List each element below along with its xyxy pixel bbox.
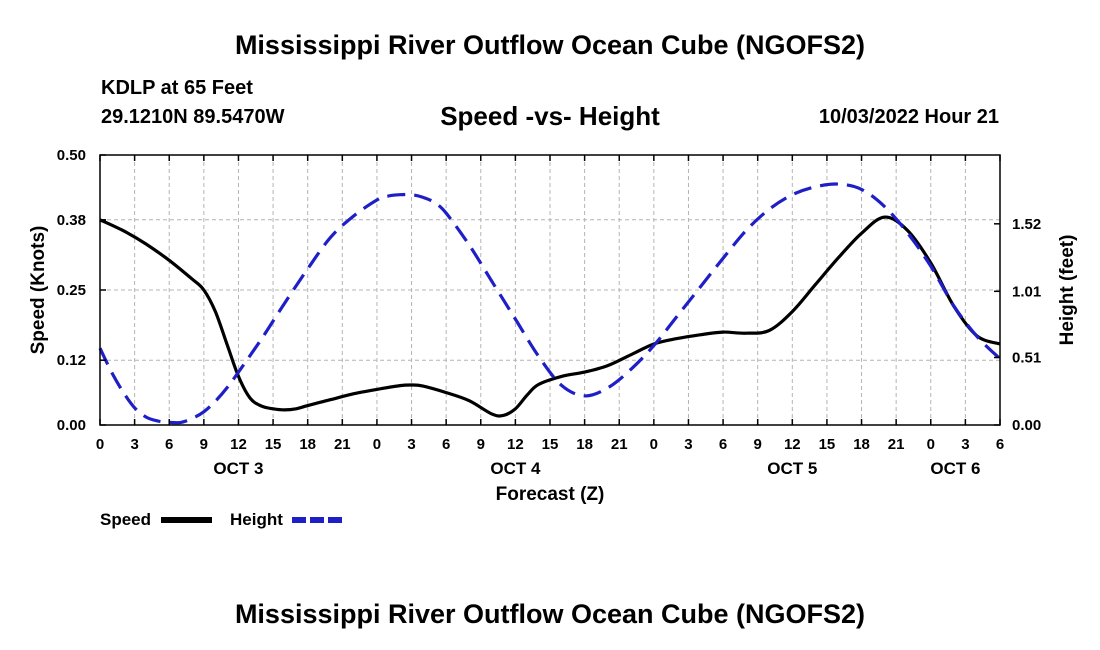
y-left-tick-label: 0.38 xyxy=(57,212,86,229)
x-axis-title: Forecast (Z) xyxy=(496,484,605,505)
x-tick-label: 21 xyxy=(611,436,628,453)
legend-label-height: Height xyxy=(230,510,283,529)
x-tick-label: 12 xyxy=(784,436,801,453)
x-tick-label: 0 xyxy=(96,436,104,453)
x-tick-label: 15 xyxy=(265,436,282,453)
x-tick-label: 21 xyxy=(888,436,905,453)
y-right-tick-label: 1.01 xyxy=(1012,283,1041,300)
y-right-axis-title: Height (feet) xyxy=(1057,235,1078,346)
x-tick-label: 21 xyxy=(334,436,351,453)
day-label: OCT 4 xyxy=(490,459,541,478)
forecast-datetime: 10/03/2022 Hour 21 xyxy=(818,106,999,128)
x-tick-label: 9 xyxy=(200,436,208,453)
station-label: KDLP at 65 Feet xyxy=(101,77,253,99)
y-left-tick-label: 0.50 xyxy=(57,147,86,164)
grid-lines xyxy=(100,154,1000,426)
y-right-tick-label: 0.51 xyxy=(1012,350,1041,367)
x-tick-label: 6 xyxy=(442,436,450,453)
bottom-title: Mississippi River Outflow Ocean Cube (NG… xyxy=(234,599,866,629)
x-tick-label: 9 xyxy=(477,436,485,453)
x-tick-label: 3 xyxy=(961,436,969,453)
y-left-tick-label: 0.12 xyxy=(57,352,86,369)
y-left-axis-title: Speed (Knots) xyxy=(28,226,49,355)
x-tick-label: 3 xyxy=(684,436,692,453)
x-tick-label: 15 xyxy=(542,436,559,453)
legend-label-speed: Speed xyxy=(100,510,151,529)
series-lines xyxy=(98,182,1002,425)
x-tick-label: 3 xyxy=(130,436,138,453)
day-label: OCT 3 xyxy=(213,459,263,478)
y-right-tick-label: 1.52 xyxy=(1012,216,1041,233)
day-label: OCT 5 xyxy=(767,459,817,478)
x-tick-label: 6 xyxy=(719,436,727,453)
x-tick-label: 0 xyxy=(373,436,381,453)
x-tick-label: 0 xyxy=(650,436,658,453)
x-tick-label: 6 xyxy=(165,436,173,453)
x-tick-label: 3 xyxy=(407,436,415,453)
x-tick-label: 6 xyxy=(996,436,1004,453)
x-tick-label: 0 xyxy=(927,436,935,453)
x-tick-label: 18 xyxy=(299,436,316,453)
x-tick-label: 12 xyxy=(507,436,524,453)
height-series-line xyxy=(98,182,1002,425)
axes: 0 3 6 9 12 15 18 21 0 3 6 9 12 15 18 21 0 3 6 9 12 15 18 21 0 3 6O… xyxy=(28,147,1078,505)
y-right-tick-label: 0.00 xyxy=(1012,417,1041,434)
main-title: Mississippi River Outflow Ocean Cube (NG… xyxy=(234,30,866,60)
day-label: OCT 6 xyxy=(930,459,980,478)
x-tick-label: 15 xyxy=(819,436,836,453)
x-tick-label: 9 xyxy=(754,436,762,453)
y-left-tick-label: 0.25 xyxy=(57,282,86,299)
y-left-tick-label: 0.00 xyxy=(57,417,86,434)
x-tick-label: 18 xyxy=(576,436,593,453)
station-coordinates: 29.1210N 89.5470W xyxy=(101,106,285,128)
legend: Speed Height xyxy=(100,510,343,529)
x-tick-label: 18 xyxy=(853,436,870,453)
chart-subtitle: Speed -vs- Height xyxy=(440,101,660,131)
x-tick-label: 12 xyxy=(230,436,247,453)
